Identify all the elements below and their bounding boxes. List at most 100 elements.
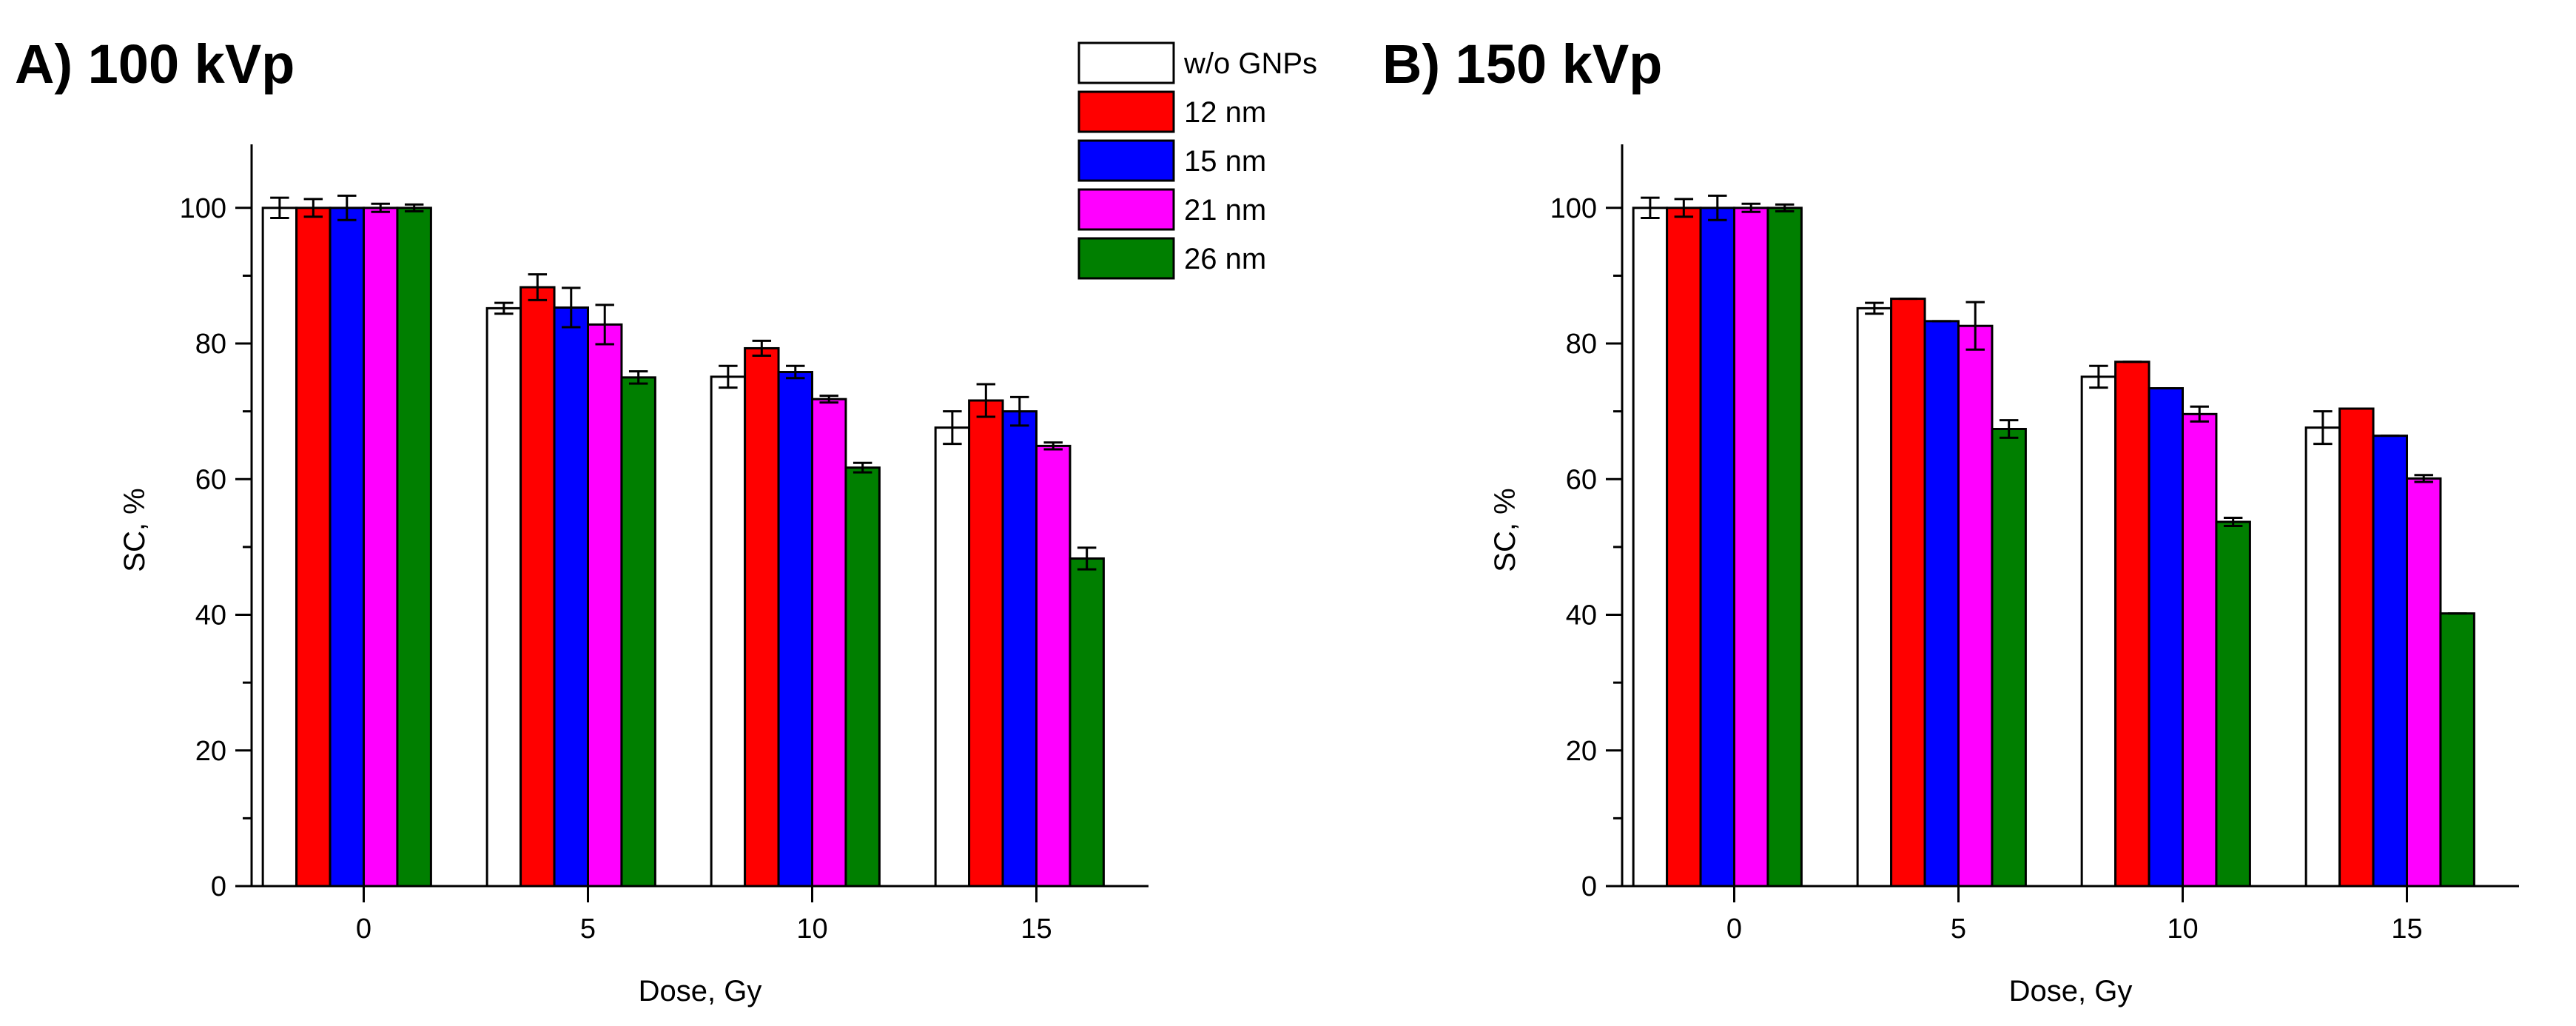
panel-b-bar-s0-c3 — [2304, 426, 2341, 888]
panel-b-errorbar-s0-c0 — [1641, 196, 1660, 220]
panel-b-errorbar-s3-c1 — [1965, 301, 1985, 351]
legend-label-2: 15 nm — [1184, 145, 1266, 178]
panel-b-errorbar-s1-c0 — [1674, 198, 1694, 218]
legend-box-0 — [1077, 41, 1175, 84]
panel-a-ytick-label-1: 20 — [195, 736, 226, 767]
panel-a-y-axis-title: SC, % — [118, 488, 151, 571]
panel-b-bar-s2-c2 — [2148, 387, 2185, 888]
panel-a-errorbar-s2-c2 — [786, 364, 805, 380]
panel-b-bar-s2-c0 — [1699, 207, 1736, 888]
panel-a-bar-s4-c1 — [620, 376, 656, 888]
panel-b-ytick-label-4: 80 — [1566, 329, 1597, 360]
panel-a-errorbar-s4-c2 — [852, 461, 872, 474]
panel-b-errorbar-s4-c2 — [2223, 517, 2243, 528]
panel-a-errorbar-s3-c1 — [595, 304, 614, 346]
panel-b-bar-s2-c1 — [1923, 320, 1960, 888]
panel-b-bar-s2-c3 — [2372, 435, 2409, 888]
panel-b-errorbar-s3-c0 — [1741, 202, 1761, 213]
panel-a-bar-s3-c1 — [587, 323, 623, 888]
panel-a-xtick-label-2: 10 — [796, 913, 827, 945]
panel-b-bar-s3-c2 — [2182, 412, 2218, 888]
panel-a-errorbar-s1-c0 — [303, 198, 323, 218]
panel-b-bar-s3-c1 — [1957, 324, 1994, 888]
panel-a-ytick-label-3: 60 — [195, 464, 226, 495]
panel-b-bar-s3-c0 — [1733, 207, 1769, 888]
panel-a-bar-s2-c3 — [1001, 410, 1038, 888]
panel-a-xtick-label-1: 5 — [580, 913, 596, 945]
legend-box-1 — [1077, 90, 1175, 133]
panel-b-bar-s4-c2 — [2215, 520, 2251, 888]
panel-b-errorbar-s0-c1 — [1865, 301, 1884, 315]
panel-a-errorbar-s0-c2 — [719, 364, 738, 389]
panel-a-bar-s4-c2 — [844, 466, 881, 888]
panel-b-x-axis-title: Dose, Gy — [2009, 975, 2133, 1007]
legend-box-2 — [1077, 139, 1175, 182]
panel-a-errorbar-s3-c2 — [819, 395, 838, 404]
panel-b-bar-s0-c1 — [1856, 306, 1893, 888]
panel-b-errorbar-s4-c1 — [1999, 419, 2019, 439]
panel-b-bar-s0-c2 — [2080, 375, 2117, 888]
panel-b-bar-s3-c3 — [2406, 477, 2442, 888]
panel-b-bar-s0-c0 — [1632, 207, 1669, 888]
panel-b-bar-s1-c2 — [2114, 361, 2150, 888]
panel-a-errorbar-s4-c3 — [1077, 546, 1097, 571]
panel-a-errorbar-s0-c0 — [270, 196, 289, 220]
panel-a-bar-s1-c0 — [295, 207, 332, 888]
panel-a-errorbar-s4-c1 — [628, 370, 648, 385]
panel-a-bar-s2-c1 — [553, 306, 589, 888]
panel-a-errorbar-s3-c0 — [371, 202, 390, 213]
panel-a-bar-s3-c3 — [1035, 444, 1072, 888]
panel-b-errorbar-s2-c0 — [1708, 194, 1727, 221]
panel-a-errorbar-s0-c1 — [494, 301, 514, 315]
panel-b-errorbar-s3-c3 — [2414, 474, 2433, 483]
panel-a-errorbar-s4-c0 — [404, 203, 424, 212]
panel-a-bar-s3-c2 — [811, 398, 847, 888]
legend: w/o GNPs 12 nm 15 nm 21 nm 26 nm — [1077, 41, 1317, 280]
panel-b-errorbar-s3-c2 — [2190, 405, 2209, 423]
panel-a-errorbar-s1-c2 — [752, 339, 772, 358]
panel-b: B) 150 kVp 0 20 40 60 80 100 0 5 10 15 Dose, Gy SC,… — [1382, 33, 2519, 1007]
panel-a-bar-s0-c3 — [934, 426, 971, 888]
legend-label-0: w/o GNPs — [1183, 47, 1317, 80]
panel-a-errorbar-s0-c3 — [943, 410, 962, 446]
panel-a-x-axis-title: Dose, Gy — [639, 975, 762, 1007]
panel-a: A) 100 kVp 0 20 40 60 80 100 0 5 10 15 Dose, Gy SC,… — [15, 33, 1149, 1007]
panel-a-bar-s2-c2 — [777, 371, 814, 888]
panel-b-bar-s4-c3 — [2439, 612, 2475, 888]
panel-a-errorbar-s1-c3 — [976, 383, 996, 418]
panel-a-ytick-label-5: 100 — [180, 193, 226, 224]
panel-a-errorbar-s2-c3 — [1010, 395, 1029, 427]
panel-a-bar-s4-c0 — [396, 207, 432, 888]
legend-box-4 — [1077, 237, 1175, 280]
panel-a-bar-s2-c0 — [329, 207, 365, 888]
panel-b-ytick-label-0: 0 — [1581, 871, 1597, 902]
panel-a-ytick-label-0: 0 — [211, 871, 226, 902]
panel-a-xtick-label-3: 15 — [1020, 913, 1052, 945]
panel-b-xtick-label-0: 0 — [1726, 913, 1742, 945]
panel-b-bar-s4-c0 — [1766, 207, 1803, 888]
panel-a-errorbar-s3-c3 — [1043, 441, 1063, 451]
panel-b-ytick-label-1: 20 — [1566, 736, 1597, 767]
panel-b-xtick-label-2: 10 — [2167, 913, 2198, 945]
panel-a-ytick-label-2: 40 — [195, 600, 226, 631]
panel-b-xtick-label-1: 5 — [1951, 913, 1966, 945]
panel-a-bar-s3-c0 — [363, 207, 399, 888]
panel-b-title: B) 150 kVp — [1382, 33, 1662, 95]
panel-b-errorbar-s0-c3 — [2313, 410, 2333, 446]
panel-b-ytick-label-5: 100 — [1550, 193, 1597, 224]
panel-a-errorbar-s1-c1 — [528, 273, 548, 301]
panel-a-ytick-label-4: 80 — [195, 329, 226, 360]
legend-label-3: 21 nm — [1184, 194, 1266, 227]
legend-label-4: 26 nm — [1184, 243, 1266, 275]
panel-b-ytick-label-3: 60 — [1566, 464, 1597, 495]
panel-b-errorbar-s0-c2 — [2089, 364, 2108, 389]
panel-a-xtick-label-0: 0 — [356, 913, 371, 945]
panel-a-title: A) 100 kVp — [15, 33, 295, 95]
panel-b-y-axis-title: SC, % — [1489, 488, 1521, 571]
panel-a-bar-s1-c1 — [519, 286, 556, 888]
panel-a-bar-s0-c1 — [485, 306, 522, 888]
panel-b-bar-s1-c0 — [1666, 207, 1702, 888]
panel-b-xtick-label-3: 15 — [2391, 913, 2422, 945]
panel-a-errorbar-s2-c1 — [562, 286, 581, 329]
